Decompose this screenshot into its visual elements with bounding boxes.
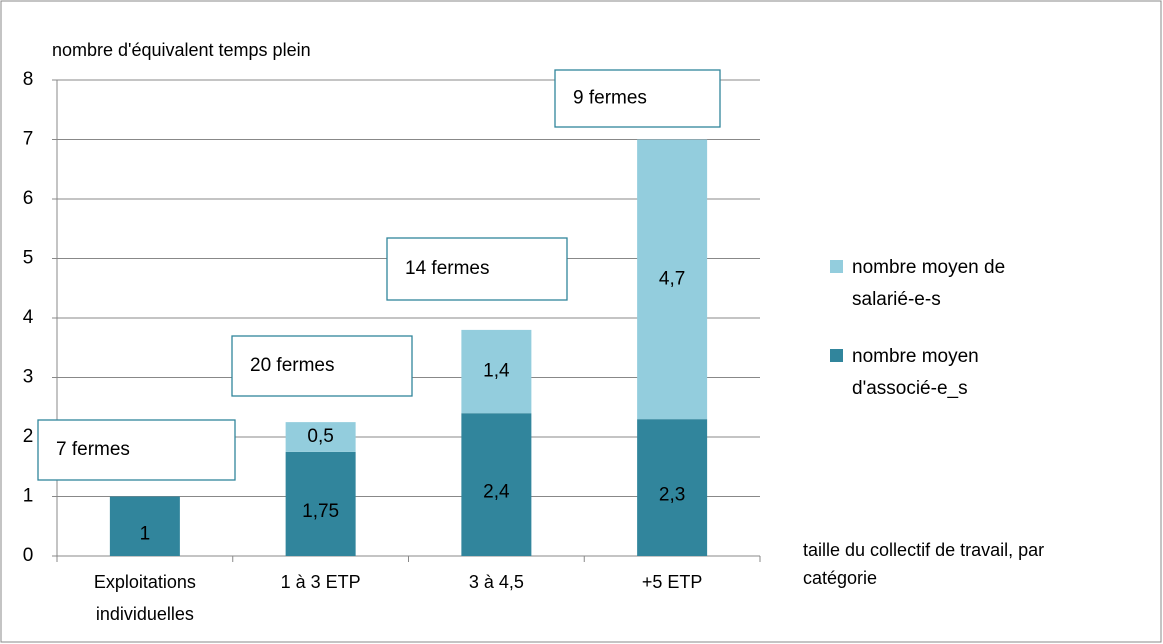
bar-segment xyxy=(637,419,708,556)
legend-label: nombre moyen d'associé-e_s xyxy=(852,346,979,399)
bar-segment xyxy=(461,329,532,414)
bar-segment xyxy=(285,451,356,556)
y-tick-label: 3 xyxy=(23,367,34,388)
y-axis-title: nombre d'équivalent temps plein xyxy=(52,32,352,69)
y-tick-label: 5 xyxy=(23,248,34,269)
data-label: 1,4 xyxy=(483,361,510,382)
data-label: 1,75 xyxy=(302,501,339,522)
y-tick-label: 0 xyxy=(23,545,34,566)
data-label: 0,5 xyxy=(307,426,333,447)
annotation-box xyxy=(231,335,413,397)
data-label: 2,3 xyxy=(659,485,685,506)
y-tick-label: 7 xyxy=(23,129,34,150)
bar-segment xyxy=(461,413,532,556)
annotation: 7 fermes xyxy=(56,439,130,460)
x-axis-title: taille du collectif de travail, par caté… xyxy=(803,540,1045,588)
annotation-box xyxy=(386,237,568,301)
y-tick-label: 6 xyxy=(23,188,34,209)
x-tick-label: 1 à 3 ETP xyxy=(280,572,361,592)
y-tick-label: 1 xyxy=(23,486,34,507)
data-label: 4,7 xyxy=(659,268,685,289)
legend-swatch xyxy=(830,260,843,273)
data-label: 2,4 xyxy=(483,482,510,503)
y-tick-label: 2 xyxy=(23,426,34,447)
bar-segment xyxy=(109,496,180,556)
y-tick-label: 8 xyxy=(23,69,34,90)
annotation: 14 fermes xyxy=(405,258,489,279)
annotation: 9 fermes xyxy=(573,88,647,109)
y-tick-label: 4 xyxy=(23,307,34,328)
x-tick-label: +5 ETP xyxy=(641,572,703,592)
annotation: 20 fermes xyxy=(250,355,334,376)
annotation-box xyxy=(37,419,236,481)
x-tick-label: Exploitations individuelles xyxy=(93,572,196,624)
legend-swatch xyxy=(830,349,843,362)
bar-segment xyxy=(285,422,356,452)
annotation-box xyxy=(554,69,721,128)
data-label: 1 xyxy=(140,523,151,544)
legend-label: nombre moyen de salarié-e-s xyxy=(852,257,1006,310)
bar-segment xyxy=(637,139,708,420)
x-tick-label: 3 à 4,5 xyxy=(468,572,524,592)
